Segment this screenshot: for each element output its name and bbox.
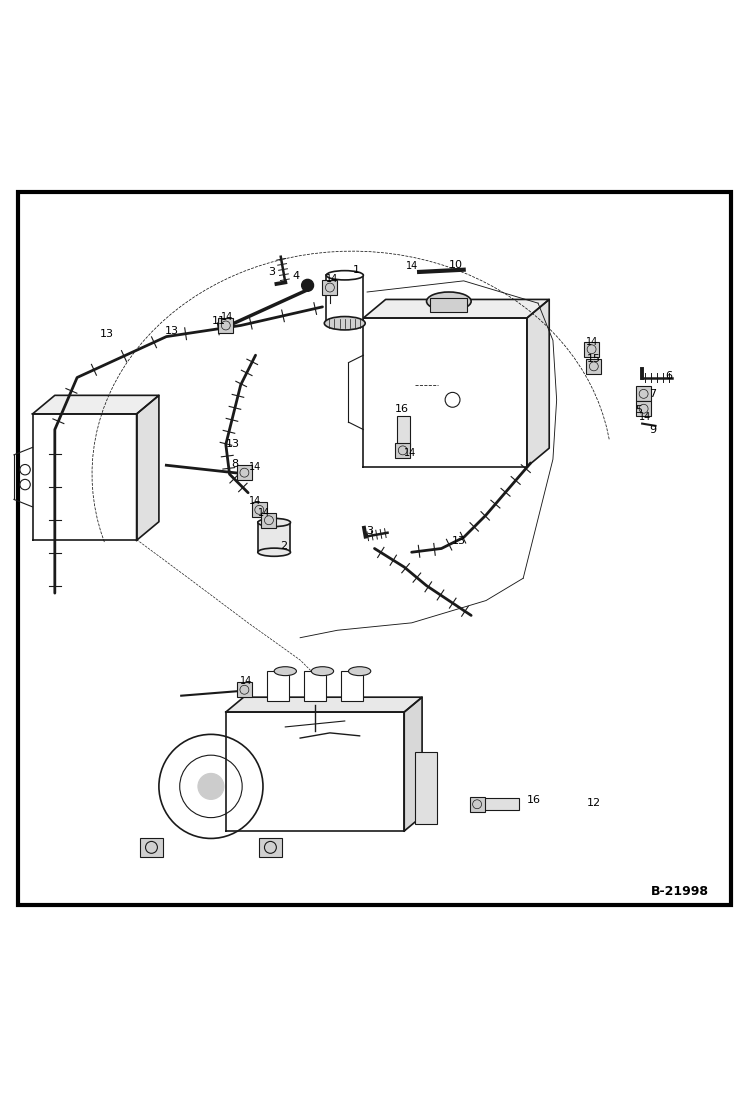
- Polygon shape: [136, 395, 159, 541]
- Text: 2: 2: [280, 541, 288, 552]
- Ellipse shape: [426, 292, 471, 310]
- Text: 14: 14: [249, 462, 261, 472]
- Text: 14: 14: [240, 676, 252, 686]
- Polygon shape: [363, 318, 527, 466]
- Bar: [636, 402, 651, 416]
- Bar: [140, 838, 163, 857]
- Polygon shape: [363, 299, 549, 318]
- Polygon shape: [32, 395, 159, 414]
- Ellipse shape: [326, 319, 363, 328]
- Text: 14: 14: [326, 273, 339, 284]
- Polygon shape: [527, 299, 549, 466]
- Bar: [237, 682, 252, 698]
- Text: 3: 3: [366, 525, 373, 535]
- Bar: [252, 502, 267, 518]
- Bar: [323, 280, 337, 295]
- Bar: [341, 671, 363, 701]
- Bar: [636, 386, 651, 402]
- Bar: [304, 671, 326, 701]
- Ellipse shape: [274, 667, 297, 676]
- Text: 11: 11: [211, 316, 225, 326]
- Ellipse shape: [258, 548, 291, 556]
- Text: 14: 14: [221, 312, 234, 321]
- Text: 14: 14: [639, 411, 651, 422]
- Text: 9: 9: [649, 425, 657, 434]
- Ellipse shape: [324, 317, 366, 330]
- Bar: [479, 799, 520, 811]
- Text: 16: 16: [395, 404, 409, 414]
- Ellipse shape: [312, 667, 333, 676]
- Text: 3: 3: [268, 267, 276, 276]
- Polygon shape: [404, 698, 422, 832]
- Text: 15: 15: [586, 354, 601, 364]
- Text: 7: 7: [649, 388, 656, 399]
- Ellipse shape: [326, 271, 363, 280]
- Text: 8: 8: [231, 459, 238, 468]
- Bar: [586, 359, 601, 374]
- Text: 4: 4: [293, 271, 300, 282]
- Bar: [397, 416, 410, 445]
- Circle shape: [302, 280, 314, 292]
- Text: 14: 14: [405, 261, 418, 271]
- Text: 1: 1: [353, 264, 360, 274]
- Bar: [219, 318, 233, 332]
- Bar: [237, 465, 252, 480]
- Bar: [259, 838, 282, 857]
- Bar: [326, 275, 363, 324]
- Text: 14: 14: [586, 337, 598, 347]
- Polygon shape: [32, 414, 136, 541]
- Text: 13: 13: [166, 327, 179, 337]
- Bar: [395, 443, 410, 457]
- Text: 13: 13: [225, 440, 240, 450]
- Text: 6: 6: [665, 371, 673, 381]
- Bar: [415, 753, 437, 824]
- Text: 13: 13: [452, 536, 467, 546]
- Bar: [430, 297, 467, 313]
- Text: 14: 14: [258, 508, 270, 518]
- Bar: [267, 671, 289, 701]
- Circle shape: [198, 773, 224, 800]
- Ellipse shape: [348, 667, 371, 676]
- Bar: [258, 522, 291, 552]
- Text: 10: 10: [449, 260, 464, 270]
- Text: 14: 14: [249, 496, 261, 506]
- Text: 16: 16: [527, 795, 541, 805]
- Bar: [261, 512, 276, 528]
- Text: 5: 5: [635, 405, 642, 416]
- Polygon shape: [225, 712, 404, 832]
- Text: 14: 14: [404, 449, 416, 459]
- Bar: [584, 342, 599, 357]
- Text: 12: 12: [586, 798, 601, 807]
- Polygon shape: [225, 698, 422, 712]
- Text: B-21998: B-21998: [651, 885, 709, 898]
- Text: 13: 13: [100, 329, 114, 339]
- Bar: [470, 796, 485, 812]
- Ellipse shape: [258, 519, 291, 527]
